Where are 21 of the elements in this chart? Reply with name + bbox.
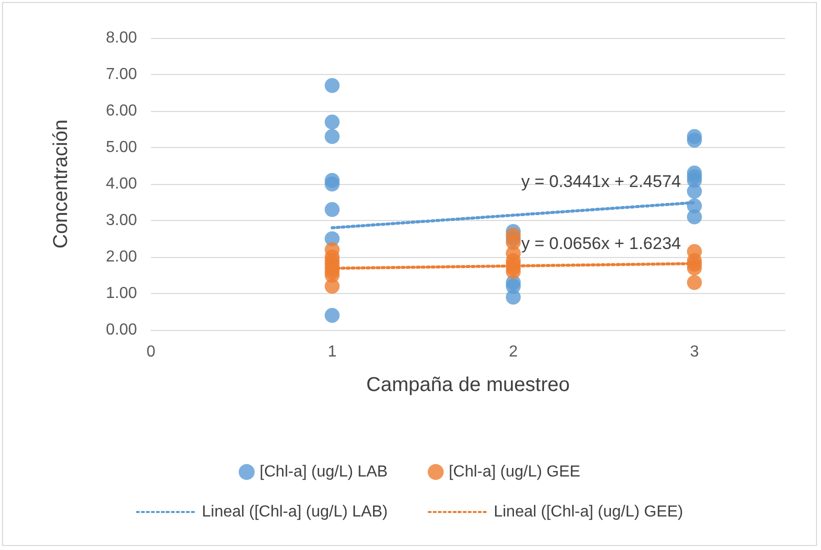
y-tick-label: 0.00 (106, 322, 138, 338)
y-axis-title: Concentración (50, 120, 72, 248)
y-tick-label: 5.00 (106, 139, 138, 156)
x-tick-label: 2 (508, 344, 518, 360)
y-tick-label: 3.00 (106, 212, 138, 229)
x-tick-label: 0 (146, 344, 156, 360)
y-tick-label: 7.00 (106, 66, 138, 83)
annotation: y = 0.0656x + 1.6234 (521, 234, 682, 253)
legend-label: [Chl-a] (ug/L) LAB (260, 464, 388, 480)
x-tick-label: 3 (690, 344, 699, 360)
y-tick-label: 2.00 (106, 248, 138, 266)
y-tick-label: 1.00 (106, 285, 138, 302)
legend-label: Lineal ([Chl-a] (ug/L) GEE) (494, 504, 684, 520)
legend-label: Lineal ([Chl-a] (ug/L) LAB) (202, 504, 388, 520)
y-tick-label: 4.00 (106, 176, 138, 192)
annotation: y = 0.3441x + 2.4574 (521, 172, 682, 191)
x-tick-label: 1 (328, 344, 337, 360)
x-axis-title: Campaña de muestreo (366, 374, 570, 396)
legend-label: [Chl-a] (ug/L) GEE (448, 464, 580, 480)
y-tick-label: 6.00 (106, 102, 138, 120)
y-tick-label: 8.00 (106, 30, 138, 46)
